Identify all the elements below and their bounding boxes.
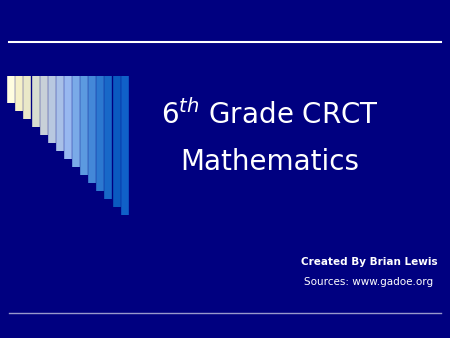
Text: $6^{th}$ Grade CRCT: $6^{th}$ Grade CRCT <box>161 100 379 130</box>
Text: Sources: www.gadoe.org: Sources: www.gadoe.org <box>305 277 433 287</box>
Text: Mathematics: Mathematics <box>180 148 360 176</box>
Text: Created By Brian Lewis: Created By Brian Lewis <box>301 257 437 267</box>
